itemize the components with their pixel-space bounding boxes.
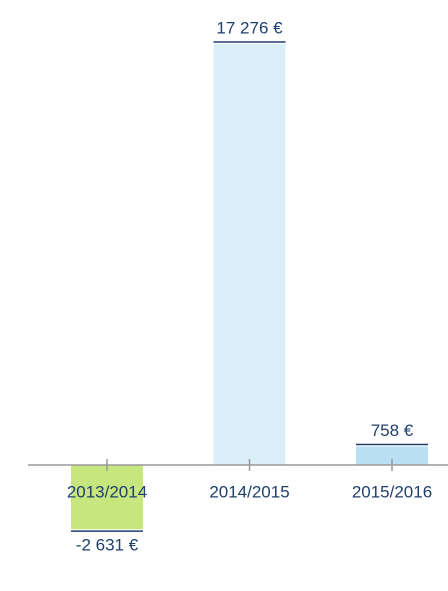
value-label: 758 € xyxy=(371,421,414,440)
bar xyxy=(71,465,143,530)
x-tick-label: 2015/2016 xyxy=(352,482,432,501)
bar xyxy=(213,44,286,465)
x-tick-label: 2013/2014 xyxy=(67,482,147,501)
bar xyxy=(356,446,428,465)
value-label: -2 631 € xyxy=(76,536,139,555)
x-tick-label: 2014/2015 xyxy=(209,482,289,501)
value-label: 17 276 € xyxy=(216,18,283,37)
